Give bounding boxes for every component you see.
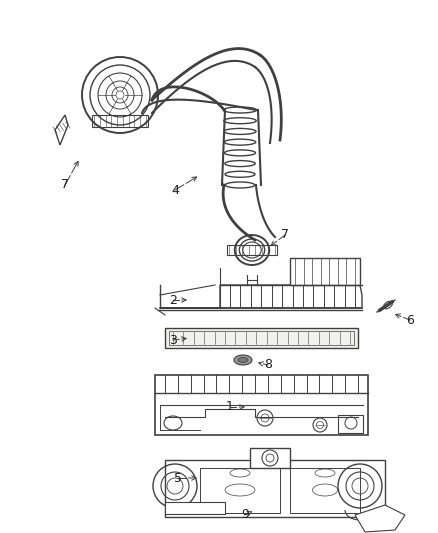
- Bar: [165, 502, 225, 514]
- Bar: [169, 331, 354, 345]
- Bar: [165, 328, 358, 348]
- Text: 7: 7: [281, 229, 289, 241]
- Bar: [92, 115, 148, 127]
- Text: 6: 6: [406, 313, 414, 327]
- Bar: [155, 375, 368, 435]
- Ellipse shape: [234, 355, 252, 365]
- Bar: [227, 245, 277, 255]
- Ellipse shape: [384, 301, 392, 309]
- Polygon shape: [355, 505, 405, 532]
- Text: 5: 5: [174, 472, 182, 484]
- Bar: [200, 468, 280, 513]
- Polygon shape: [55, 115, 68, 145]
- Bar: [290, 258, 360, 285]
- Text: 9: 9: [241, 508, 249, 521]
- Bar: [338, 415, 363, 433]
- Bar: [250, 448, 290, 468]
- Bar: [165, 460, 385, 517]
- Bar: [290, 468, 360, 513]
- Text: 8: 8: [264, 359, 272, 372]
- Text: 1: 1: [226, 400, 234, 414]
- Text: 4: 4: [171, 183, 179, 197]
- Polygon shape: [160, 285, 362, 308]
- Text: 7: 7: [61, 179, 69, 191]
- Text: 3: 3: [169, 334, 177, 346]
- Text: 2: 2: [169, 294, 177, 306]
- Ellipse shape: [238, 358, 248, 362]
